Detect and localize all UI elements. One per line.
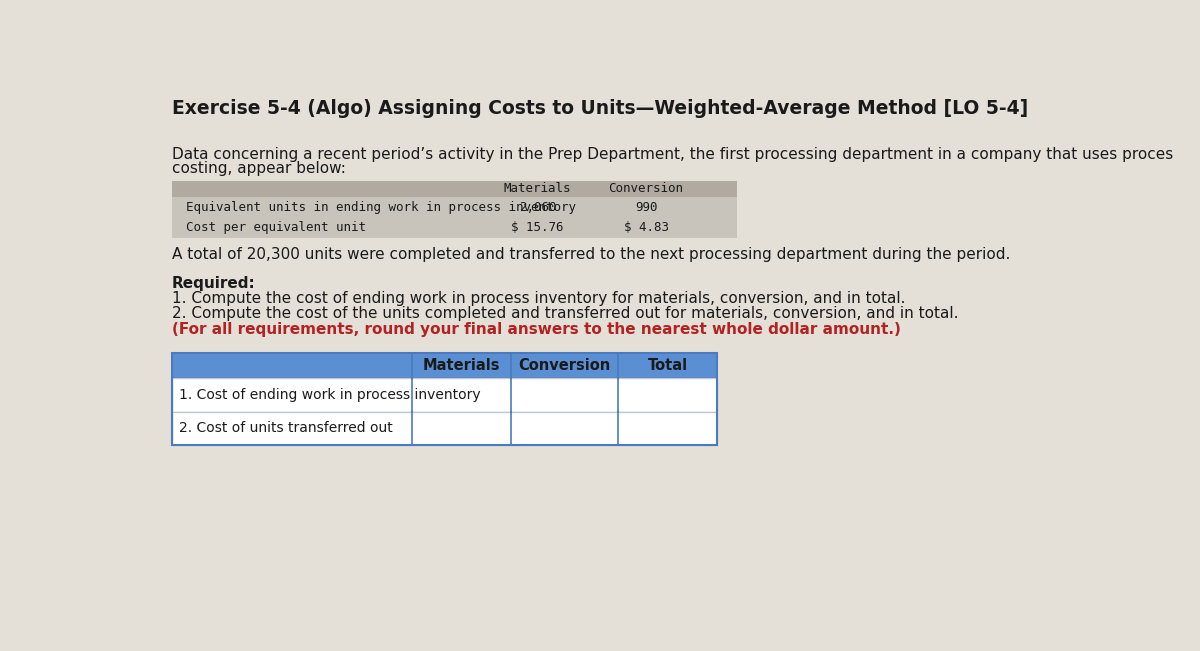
Text: costing, appear below:: costing, appear below: bbox=[172, 161, 346, 176]
Bar bbox=[172, 353, 718, 445]
Bar bbox=[172, 180, 738, 238]
Text: (For all requirements, round your final answers to the nearest whole dollar amou: (For all requirements, round your final … bbox=[172, 322, 900, 337]
Text: Conversion: Conversion bbox=[518, 358, 611, 373]
Bar bbox=[172, 378, 718, 411]
Text: $ 15.76: $ 15.76 bbox=[511, 221, 564, 234]
Text: Materials: Materials bbox=[504, 182, 571, 195]
Text: Required:: Required: bbox=[172, 276, 256, 291]
Bar bbox=[172, 411, 718, 445]
Text: Equivalent units in ending work in process inventory: Equivalent units in ending work in proce… bbox=[186, 201, 576, 214]
Text: $ 4.83: $ 4.83 bbox=[624, 221, 668, 234]
Text: Exercise 5-4 (Algo) Assigning Costs to Units—Weighted-Average Method [LO 5-4]: Exercise 5-4 (Algo) Assigning Costs to U… bbox=[172, 99, 1028, 118]
Text: Materials: Materials bbox=[422, 358, 500, 373]
Text: Total: Total bbox=[648, 358, 688, 373]
Text: 990: 990 bbox=[635, 201, 658, 214]
Text: 2,060: 2,060 bbox=[518, 201, 557, 214]
Text: Conversion: Conversion bbox=[608, 182, 684, 195]
Text: Cost per equivalent unit: Cost per equivalent unit bbox=[186, 221, 366, 234]
Bar bbox=[172, 180, 738, 197]
Text: Data concerning a recent period’s activity in the Prep Department, the first pro: Data concerning a recent period’s activi… bbox=[172, 147, 1172, 162]
Text: 2. Cost of units transferred out: 2. Cost of units transferred out bbox=[180, 421, 394, 436]
Text: 2. Compute the cost of the units completed and transferred out for materials, co: 2. Compute the cost of the units complet… bbox=[172, 306, 959, 321]
Bar bbox=[172, 353, 718, 378]
Text: 1. Compute the cost of ending work in process inventory for materials, conversio: 1. Compute the cost of ending work in pr… bbox=[172, 292, 905, 307]
Text: A total of 20,300 units were completed and transferred to the next processing de: A total of 20,300 units were completed a… bbox=[172, 247, 1010, 262]
Text: 1. Cost of ending work in process inventory: 1. Cost of ending work in process invent… bbox=[180, 387, 481, 402]
